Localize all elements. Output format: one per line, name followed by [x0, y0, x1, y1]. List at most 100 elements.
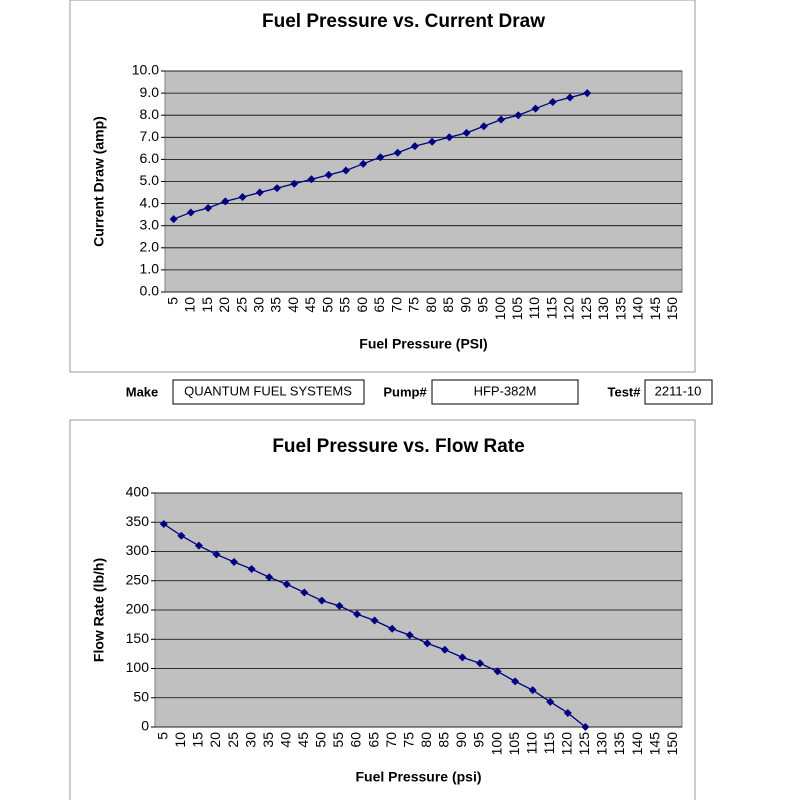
x-tick-label: 15: [199, 297, 215, 313]
x-tick-label: 100: [492, 297, 508, 321]
x-axis-title: Fuel Pressure (psi): [355, 769, 481, 785]
x-tick-label: 110: [526, 297, 542, 320]
make-label: Make: [126, 384, 159, 399]
data-point: [475, 659, 484, 668]
data-point: [548, 97, 557, 106]
y-tick-label: 8.0: [140, 106, 160, 122]
data-point: [177, 531, 186, 540]
x-tick-label: 90: [457, 297, 473, 313]
pump-label: Pump#: [383, 384, 427, 399]
data-point: [445, 133, 454, 142]
y-tick-label: 6.0: [140, 150, 160, 166]
data-point: [493, 667, 502, 676]
x-tick-label: 60: [348, 732, 364, 748]
y-tick-label: 4.0: [140, 194, 160, 210]
y-tick-label: 0: [141, 718, 149, 734]
data-point: [428, 137, 437, 146]
x-tick-label: 55: [330, 732, 346, 748]
data-point: [307, 175, 316, 184]
x-tick-label: 150: [664, 297, 680, 321]
x-tick-label: 135: [611, 732, 627, 756]
data-point: [388, 624, 397, 633]
x-tick-label: 35: [268, 297, 284, 313]
data-point: [583, 89, 592, 98]
x-tick-label: 105: [509, 297, 525, 321]
y-tick-label: 3.0: [140, 216, 160, 232]
y-tick-label: 5.0: [140, 172, 160, 188]
x-tick-label: 120: [559, 732, 575, 756]
x-tick-label: 5: [164, 297, 180, 305]
data-point: [273, 184, 282, 193]
data-point: [255, 188, 264, 197]
x-tick-label: 30: [242, 732, 258, 748]
data-point: [581, 723, 590, 731]
y-tick-label: 300: [126, 542, 150, 558]
data-point: [300, 588, 309, 597]
data-point: [393, 148, 402, 157]
x-tick-label: 95: [475, 297, 491, 313]
x-tick-label: 75: [400, 732, 416, 748]
y-tick-label: 10.0: [132, 62, 159, 78]
y-axis-title: Flow Rate (lb/h): [91, 558, 107, 662]
y-tick-label: 350: [126, 513, 150, 529]
chart-title: Fuel Pressure vs. Current Draw: [262, 11, 545, 32]
y-tick-label: 1.0: [140, 261, 160, 277]
y-tick-label: 50: [133, 688, 149, 704]
y-tick-label: 150: [126, 630, 150, 646]
y-tick-label: 9.0: [140, 84, 160, 100]
y-tick-label: 100: [126, 659, 150, 675]
pump-value: HFP-382M: [474, 383, 537, 398]
x-axis-title: Fuel Pressure (PSI): [359, 336, 487, 352]
x-tick-label: 145: [647, 297, 663, 321]
data-point: [565, 93, 574, 102]
x-tick-label: 145: [646, 732, 662, 756]
x-tick-label: 25: [233, 297, 249, 313]
data-point: [440, 645, 449, 654]
data-point: [324, 170, 333, 179]
y-tick-label: 7.0: [140, 128, 160, 144]
data-point: [194, 541, 203, 550]
data-point: [186, 208, 195, 217]
chart-title: Fuel Pressure vs. Flow Rate: [272, 436, 524, 457]
data-point: [376, 153, 385, 162]
make-value: QUANTUM FUEL SYSTEMS: [184, 383, 352, 398]
data-point: [169, 215, 178, 224]
x-tick-label: 20: [207, 732, 223, 748]
test-label: Test#: [608, 384, 642, 399]
y-tick-label: 0.0: [140, 283, 160, 299]
x-tick-label: 70: [388, 297, 404, 313]
x-tick-label: 30: [250, 297, 266, 313]
x-tick-label: 45: [302, 297, 318, 313]
x-tick-label: 65: [371, 297, 387, 313]
x-tick-label: 35: [260, 732, 276, 748]
data-point: [335, 601, 344, 610]
data-point: [410, 142, 419, 151]
y-tick-label: 200: [126, 601, 150, 617]
data-point: [341, 166, 350, 175]
data-point: [479, 122, 488, 131]
data-point: [462, 128, 471, 137]
x-tick-label: 80: [423, 297, 439, 313]
x-tick-label: 125: [578, 297, 594, 321]
x-tick-label: 40: [285, 297, 301, 313]
data-point: [290, 179, 299, 188]
y-axis-title: Current Draw (amp): [91, 116, 107, 247]
x-tick-label: 5: [154, 732, 170, 740]
x-tick-label: 15: [190, 732, 206, 748]
data-point: [282, 580, 291, 589]
data-point: [458, 653, 467, 662]
data-point: [317, 596, 326, 605]
x-tick-label: 85: [440, 297, 456, 313]
x-tick-label: 95: [471, 732, 487, 748]
data-point: [247, 565, 256, 574]
x-tick-label: 10: [182, 297, 198, 313]
x-tick-label: 100: [488, 732, 504, 756]
make-field: [172, 379, 365, 405]
x-tick-label: 110: [523, 732, 539, 755]
x-tick-label: 135: [612, 297, 628, 321]
data-point: [359, 159, 368, 168]
x-tick-label: 120: [561, 297, 577, 321]
x-tick-label: 115: [541, 732, 557, 755]
data-point: [159, 520, 168, 529]
